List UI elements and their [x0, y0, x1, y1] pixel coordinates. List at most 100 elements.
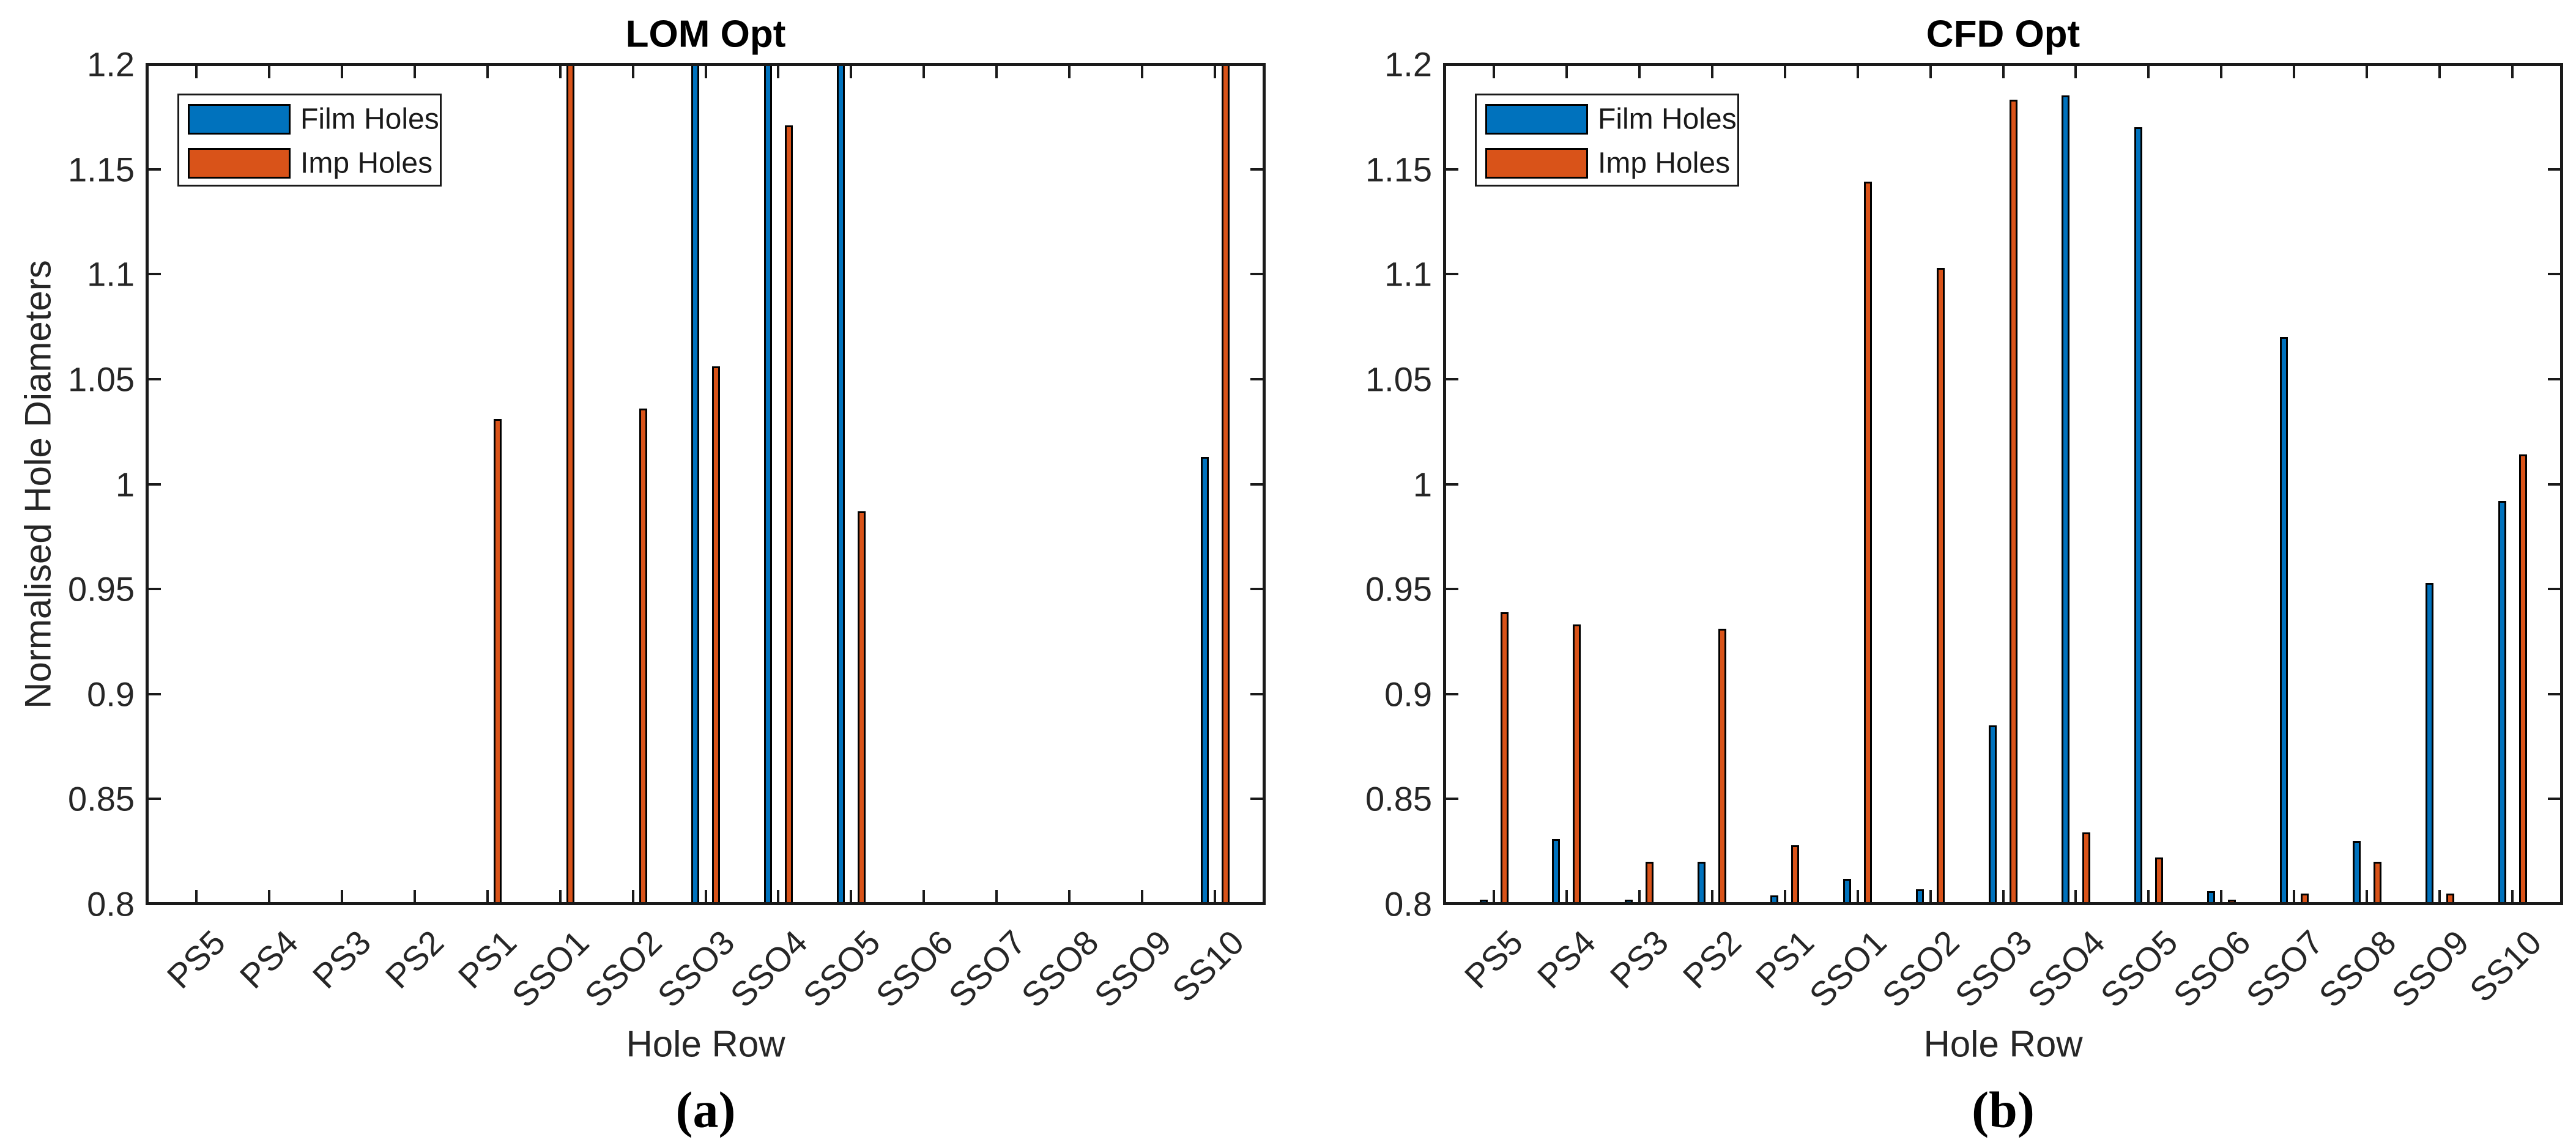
- x-tick-label-sso3: SSO3: [650, 922, 742, 1015]
- y-tick-label: 0.9: [87, 675, 135, 714]
- bar-imp-holes-sso4: [2082, 832, 2090, 904]
- x-tick-bottom: [1493, 890, 1495, 902]
- y-tick-left: [1446, 273, 1458, 276]
- x-tick-top: [267, 66, 270, 78]
- x-tick-top: [195, 66, 198, 78]
- y-tick-label: 0.85: [1365, 779, 1432, 818]
- y-tick-left: [1446, 588, 1458, 591]
- x-tick-top: [2147, 66, 2150, 78]
- x-tick-label-sso7: SSO7: [941, 922, 1033, 1015]
- y-tick-left: [149, 63, 161, 65]
- x-tick-top: [1565, 66, 1568, 78]
- bar-imp-holes-sso2: [639, 408, 648, 904]
- x-tick-bottom: [559, 890, 562, 902]
- x-tick-label-ss10: SS10: [1164, 922, 1252, 1010]
- x-tick-top: [1783, 66, 1786, 78]
- panel-caption: (b): [1972, 1081, 2035, 1139]
- x-tick-bottom: [777, 890, 780, 902]
- x-tick-bottom: [2002, 890, 2005, 902]
- bar-imp-holes-ps4: [1573, 624, 1581, 904]
- x-tick-top: [1710, 66, 1713, 78]
- x-tick-bottom: [340, 890, 343, 902]
- y-tick-left: [1446, 63, 1458, 65]
- bar-film-holes-ps5: [1479, 900, 1488, 904]
- y-tick-label: 1.15: [68, 150, 135, 189]
- bar-imp-holes-ps1: [494, 419, 502, 904]
- y-tick-left: [149, 377, 161, 380]
- x-tick-bottom: [631, 890, 634, 902]
- legend-label-film-holes: Film Holes: [300, 103, 439, 136]
- y-tick-label: 1.1: [1384, 254, 1432, 294]
- bar-imp-holes-ps1: [1791, 845, 1800, 904]
- x-tick-top: [1214, 66, 1217, 78]
- x-tick-top: [704, 66, 707, 78]
- legend-label-imp-holes: Imp Holes: [1598, 147, 1731, 180]
- y-tick-label: 0.85: [68, 779, 135, 818]
- x-tick-top: [995, 66, 998, 78]
- y-tick-right: [1250, 377, 1263, 380]
- x-tick-bottom: [2147, 890, 2150, 902]
- bar-imp-holes-sso6: [2227, 900, 2236, 904]
- y-axis-label: Normalised Hole Diameters: [17, 259, 59, 709]
- bar-imp-holes-sso4: [784, 125, 793, 904]
- x-tick-label-sso1: SSO1: [1802, 922, 1894, 1015]
- x-tick-bottom: [1929, 890, 1932, 902]
- x-tick-top: [486, 66, 489, 78]
- x-tick-bottom: [2438, 890, 2441, 902]
- y-tick-right: [2548, 377, 2560, 380]
- x-tick-top: [2220, 66, 2223, 78]
- bar-imp-holes-sso3: [2010, 100, 2017, 904]
- bar-imp-holes-sso2: [1937, 267, 1945, 904]
- y-tick-left: [149, 692, 161, 695]
- y-tick-label: 0.8: [1384, 884, 1432, 924]
- y-tick-label: 0.95: [1365, 569, 1432, 609]
- bar-imp-holes-ps2: [1718, 629, 1727, 904]
- x-tick-bottom: [1141, 890, 1144, 902]
- x-axis-label: Hole Row: [1923, 1023, 2083, 1065]
- y-tick-right: [1250, 903, 1263, 905]
- bar-film-holes-sso7: [2279, 337, 2288, 904]
- x-tick-label-sso6: SSO6: [868, 922, 960, 1015]
- x-tick-label-sso1: SSO1: [504, 922, 596, 1015]
- legend-swatch-imp-holes: [1485, 148, 1588, 179]
- y-tick-right: [1250, 273, 1263, 276]
- x-tick-label-sso8: SSO8: [2311, 922, 2403, 1015]
- x-tick-top: [922, 66, 926, 78]
- x-tick-label-ps1: PS1: [1748, 922, 1821, 996]
- x-tick-label-ps5: PS5: [1457, 922, 1531, 996]
- bar-film-holes-ss10: [2498, 500, 2506, 904]
- legend-label-film-holes: Film Holes: [1598, 103, 1737, 136]
- x-tick-bottom: [1068, 890, 1071, 902]
- bar-imp-holes-sso9: [2446, 893, 2454, 904]
- y-tick-left: [149, 168, 161, 171]
- y-tick-label: 0.8: [87, 884, 135, 924]
- x-tick-top: [1493, 66, 1495, 78]
- x-tick-label-ps4: PS4: [232, 922, 306, 996]
- x-tick-bottom: [2293, 890, 2296, 902]
- x-tick-bottom: [2074, 890, 2077, 902]
- y-tick-label: 1.05: [68, 360, 135, 399]
- x-tick-top: [1638, 66, 1641, 78]
- y-tick-label: 1.2: [87, 45, 135, 84]
- y-tick-right: [1250, 798, 1263, 801]
- y-tick-left: [1446, 798, 1458, 801]
- x-tick-label-sso6: SSO6: [2166, 922, 2258, 1015]
- x-tick-bottom: [413, 890, 416, 902]
- bar-film-holes-sso5: [2134, 127, 2142, 904]
- bar-imp-holes-sso8: [2373, 862, 2381, 904]
- y-tick-left: [149, 588, 161, 591]
- bar-imp-holes-sso3: [712, 366, 720, 904]
- y-tick-left: [1446, 168, 1458, 171]
- y-tick-right: [2548, 273, 2560, 276]
- x-tick-label-ps1: PS1: [450, 922, 524, 996]
- x-tick-label-sso2: SSO2: [577, 922, 669, 1015]
- bar-imp-holes-ps5: [1500, 612, 1509, 904]
- y-tick-label: 0.95: [68, 569, 135, 609]
- x-tick-top: [559, 66, 562, 78]
- bar-imp-holes-ss10: [1221, 64, 1230, 904]
- x-tick-bottom: [995, 890, 998, 902]
- x-tick-bottom: [195, 890, 198, 902]
- y-tick-right: [2548, 798, 2560, 801]
- x-tick-label-sso9: SSO9: [1086, 922, 1179, 1015]
